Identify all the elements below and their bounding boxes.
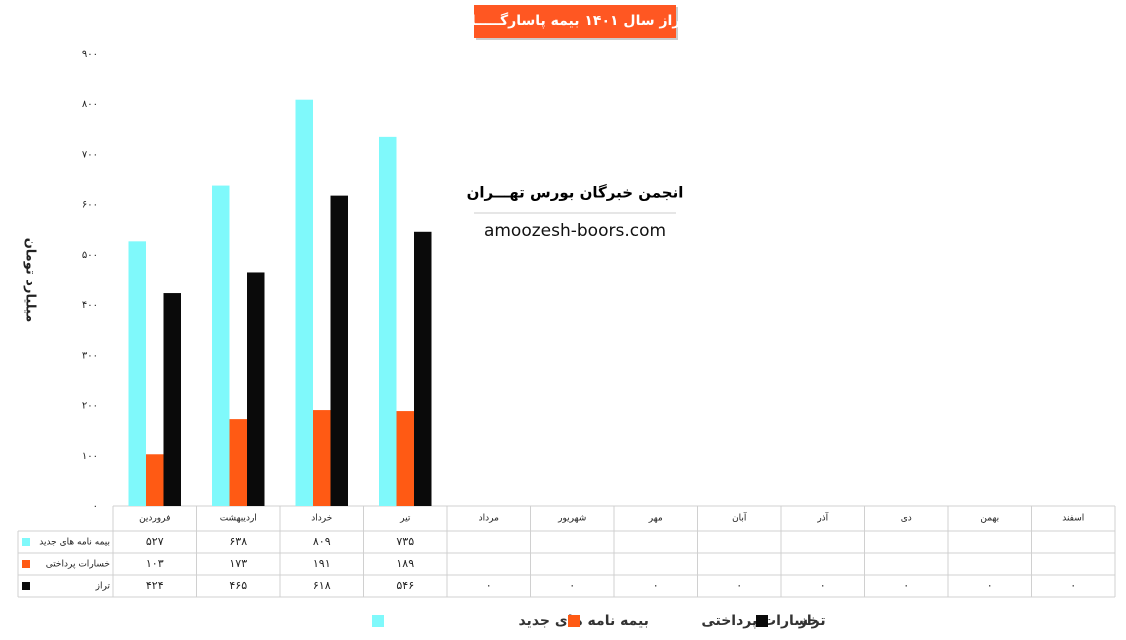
table-value: ۶۳۸ xyxy=(229,535,247,548)
table-value: ۰ xyxy=(987,579,993,592)
legend-swatch xyxy=(372,615,384,627)
bar xyxy=(247,272,265,506)
table-value: ۰ xyxy=(653,579,659,592)
y-tick-label: ۵۰۰ xyxy=(82,250,98,261)
table-value: ۴۲۴ xyxy=(146,579,164,592)
bar xyxy=(313,410,331,506)
bar xyxy=(414,231,432,506)
table-header: آذر xyxy=(816,512,828,524)
y-tick-label: ۲۰۰ xyxy=(82,401,98,412)
table-row-label: بیمه نامه های جدید xyxy=(39,538,110,548)
table-legend-swatch xyxy=(22,560,30,568)
y-tick-label: ۷۰۰ xyxy=(82,149,98,160)
table-header: اسفند xyxy=(1062,514,1084,524)
y-tick-label: ۳۰۰ xyxy=(82,350,98,361)
table-value: ۰ xyxy=(569,579,575,592)
table-value: ۰ xyxy=(903,579,909,592)
y-axis-label: میلیارد تومان xyxy=(23,238,38,323)
table-row-label: خسارات پرداختی xyxy=(46,560,110,570)
bar xyxy=(229,419,247,506)
bar xyxy=(330,195,348,507)
table-header: خرداد xyxy=(311,514,332,524)
table-header: فروردین xyxy=(139,514,170,524)
table-value: ۱۸۹ xyxy=(396,557,414,570)
table-header: اردیبهشت xyxy=(220,514,257,524)
legend-swatch xyxy=(568,615,580,627)
table-value: ۷۳۵ xyxy=(396,535,414,548)
bar xyxy=(128,241,146,506)
table-value: ۱۹۱ xyxy=(313,557,331,570)
bar xyxy=(295,99,313,507)
chart-title: تراز سال ۱۴۰۱ بیمه پاسارگـــــاد xyxy=(464,12,687,29)
y-tick-label: ۴۰۰ xyxy=(82,300,98,311)
table-legend-swatch xyxy=(22,582,30,590)
table-header: آبان xyxy=(732,512,747,524)
table-header: مرداد xyxy=(479,514,499,524)
table-value: ۱۰۳ xyxy=(146,557,164,570)
bar xyxy=(396,411,414,506)
watermark-url: amoozesh-boors.com xyxy=(484,221,666,241)
table-value: ۱۷۳ xyxy=(229,557,247,570)
bar xyxy=(146,454,164,506)
table-header: مهر xyxy=(648,514,663,524)
y-tick-label: ۱۰۰ xyxy=(82,451,98,462)
table-value: ۴۶۵ xyxy=(229,579,247,592)
table-value: ۶۱۸ xyxy=(313,579,331,592)
y-tick-label: ۰ xyxy=(93,501,98,512)
legend-label: تراز xyxy=(798,613,826,629)
table-header: تیر xyxy=(399,514,411,524)
table-value: ۰ xyxy=(1070,579,1076,592)
bar xyxy=(163,293,181,506)
table-value: ۵۴۶ xyxy=(396,579,414,592)
bar xyxy=(212,185,230,507)
table-value: ۰ xyxy=(486,579,492,592)
table-value: ۸۰۹ xyxy=(313,535,331,548)
table-header: دی xyxy=(901,514,912,524)
title-box xyxy=(474,5,676,38)
legend-label: بیمه نامه های جدید xyxy=(518,613,648,629)
legend-swatch xyxy=(756,615,768,627)
table-header: بهمن xyxy=(980,514,999,524)
watermark-title: انجمن خبرگان بورس تهـــران xyxy=(467,184,684,202)
table-value: ۰ xyxy=(736,579,742,592)
table-header: شهریور xyxy=(557,514,586,524)
y-tick-label: ۹۰۰ xyxy=(82,49,98,60)
bar xyxy=(379,136,397,506)
table-row-label: تراز xyxy=(95,582,111,592)
table-value: ۵۲۷ xyxy=(146,535,164,548)
y-tick-label: ۶۰۰ xyxy=(82,200,98,211)
y-tick-label: ۸۰۰ xyxy=(82,99,98,110)
table-legend-swatch xyxy=(22,538,30,546)
table-value: ۰ xyxy=(820,579,826,592)
